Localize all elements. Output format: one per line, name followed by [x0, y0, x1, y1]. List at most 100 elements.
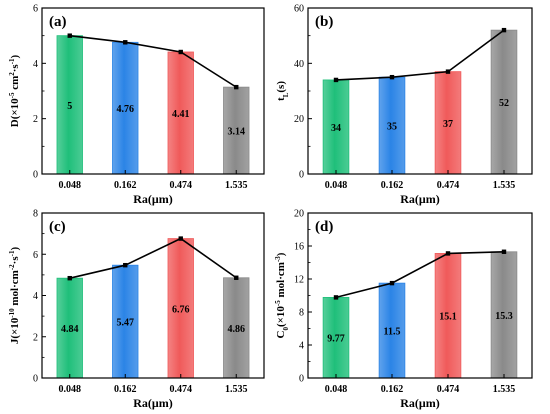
panel-label: (d) — [315, 219, 333, 235]
bar-0.048 — [56, 35, 83, 175]
trend-marker — [234, 275, 239, 280]
bar-0.162 — [112, 264, 139, 379]
bar-value-label: 11.5 — [384, 327, 401, 338]
y-tick-label: 0 — [299, 170, 304, 181]
x-tick-label: 0.474 — [170, 384, 193, 395]
x-tick-label: 0.048 — [325, 180, 348, 191]
x-tick-label: 0.048 — [59, 384, 82, 395]
x-tick-label: 0.048 — [59, 180, 82, 191]
bar-value-label: 5.47 — [117, 318, 135, 329]
y-tick-label: 20 — [294, 114, 304, 125]
trend-marker — [178, 236, 183, 241]
y-tick-label: 2 — [33, 114, 38, 125]
x-tick-label: 0.162 — [381, 180, 404, 191]
y-axis-label: D(×10-5 cm2·s-1) — [8, 54, 21, 127]
y-label-sup3: -1 — [8, 250, 16, 256]
y-label-close: (s) — [275, 81, 287, 93]
x-tick-label: 1.535 — [225, 180, 248, 191]
x-tick-label: 0.474 — [437, 384, 460, 395]
y-axis-label: C0(×10-5 mol·cm-3) — [274, 252, 290, 338]
x-tick-label: 0.162 — [114, 384, 137, 395]
y-label-main: D(×10 — [9, 98, 21, 127]
x-tick-label: 0.474 — [437, 180, 460, 191]
y-label-sup: -10 — [8, 308, 16, 318]
y-tick-label: 16 — [294, 242, 304, 253]
panel-label: (b) — [315, 14, 333, 30]
bar-0.474 — [434, 253, 462, 379]
trend-marker — [67, 33, 72, 38]
bar-0.048 — [322, 79, 350, 175]
trend-marker — [67, 275, 72, 281]
bar-value-label: 52 — [499, 98, 509, 109]
y-label-end: ·s — [9, 64, 21, 73]
bar-value-label: 35 — [387, 122, 397, 133]
x-tick-label: 1.535 — [225, 384, 248, 395]
x-tick-label: 1.535 — [493, 384, 516, 395]
bar-0.162 — [378, 76, 406, 175]
bar-value-label: 4.41 — [172, 109, 190, 120]
y-label-sup2: 2 — [8, 72, 16, 76]
chart-panel-1: 5 4.76 4.41 3.14 0 2 4 6 0.048 0.162 0.474 1.535 Ra(… — [8, 4, 265, 206]
chart-panel-2: 34 35 37 52 0 20 40 60 0.048 0.162 0.474 1.535 Ra(μm… — [275, 4, 533, 206]
y-label-main: C — [275, 330, 287, 338]
trend-line — [69, 34, 237, 88]
chart-panel-4: 9.77 11.5 15.1 15.3 0 4 8 12 16 20 0.048 0.162 0.474… — [274, 209, 533, 410]
y-label-sup3: -3 — [274, 256, 282, 262]
trend-marker — [333, 295, 339, 300]
y-label-main: t — [275, 97, 287, 101]
panel-label: (c) — [49, 219, 66, 235]
bar-value-label: 4.76 — [117, 104, 135, 115]
trend-line — [335, 29, 505, 81]
y-tick-label: 6 — [33, 250, 38, 261]
y-axis-label: J(×10-10 mol·cm-2·s-1) — [8, 247, 21, 345]
y-label-end: mol·cm — [275, 262, 287, 300]
x-axis-label: Ra(μm) — [400, 396, 439, 410]
x-tick-label: 0.474 — [170, 180, 193, 191]
y-label-close: ) — [9, 54, 21, 58]
y-label-rest: (×10 — [275, 306, 287, 327]
trend-marker — [389, 280, 395, 286]
y-tick-label: 60 — [294, 4, 304, 15]
trend-line — [69, 237, 237, 279]
y-tick-label: 12 — [294, 275, 304, 286]
trend-marker — [389, 74, 395, 80]
trend-marker — [333, 77, 339, 83]
bar-value-label: 15.3 — [495, 311, 513, 322]
y-axis-label: tL(s) — [275, 81, 290, 101]
y-label-close: ) — [275, 252, 287, 256]
y-tick-label: 6 — [33, 4, 38, 15]
y-label-close: ) — [9, 247, 21, 251]
bar-value-label: 15.1 — [439, 312, 457, 323]
x-tick-label: 0.162 — [381, 384, 404, 395]
bar-value-label: 3.14 — [228, 127, 246, 138]
trend-marker — [501, 27, 507, 33]
bar-0.048 — [322, 296, 350, 379]
bar-1.535 — [223, 277, 250, 379]
y-tick-label: 8 — [33, 209, 38, 220]
bar-value-label: 34 — [331, 123, 341, 134]
y-tick-label: 2 — [33, 332, 38, 343]
x-axis-label: Ra(μm) — [133, 192, 172, 206]
y-tick-label: 20 — [294, 209, 304, 220]
y-tick-label: 0 — [33, 374, 38, 385]
x-tick-label: 1.535 — [493, 180, 516, 191]
y-label-sup: -5 — [8, 92, 16, 98]
bar-0.474 — [434, 71, 462, 175]
y-label-sup2: -2 — [8, 264, 16, 270]
x-tick-label: 0.048 — [325, 384, 348, 395]
trend-marker — [234, 84, 239, 90]
y-tick-label: 4 — [299, 341, 304, 352]
x-axis-label: Ra(μm) — [400, 192, 439, 206]
bar-0.474 — [167, 238, 194, 379]
y-label-rest: cm — [9, 76, 21, 93]
bar-0.162 — [112, 41, 139, 175]
y-tick-label: 0 — [299, 374, 304, 385]
x-axis-label: Ra(μm) — [133, 396, 172, 410]
bar-0.048 — [56, 277, 83, 379]
y-label-sup2: -5 — [274, 300, 282, 306]
bar-value-label: 6.76 — [172, 304, 190, 315]
y-tick-label: 0 — [33, 170, 38, 181]
trend-marker — [445, 69, 451, 74]
